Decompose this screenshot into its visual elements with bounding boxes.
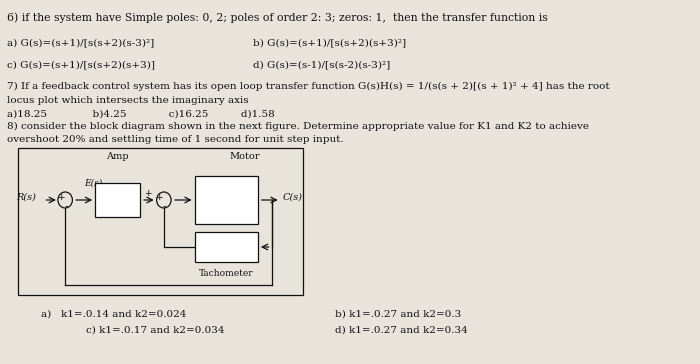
- Text: b) k1=.0.27 and k2=0.3: b) k1=.0.27 and k2=0.3: [335, 310, 461, 319]
- Text: c) k1=.0.17 and k2=0.034: c) k1=.0.17 and k2=0.034: [86, 326, 225, 335]
- Text: R(s): R(s): [16, 193, 36, 202]
- Text: Tachometer: Tachometer: [199, 269, 253, 278]
- Text: K₂s: K₂s: [217, 242, 236, 252]
- Text: a)18.25              b)4.25             c)16.25          d)1.58: a)18.25 b)4.25 c)16.25 d)1.58: [7, 110, 275, 119]
- Text: E(s): E(s): [84, 179, 102, 188]
- Text: -: -: [163, 201, 167, 211]
- Text: 25: 25: [220, 186, 233, 194]
- Bar: [95, 183, 140, 217]
- Text: 8) consider the block diagram shown in the next figure. Determine appropriate va: 8) consider the block diagram shown in t…: [7, 122, 589, 131]
- Text: Motor: Motor: [229, 152, 260, 161]
- Text: C(s): C(s): [282, 193, 302, 202]
- Text: -: -: [64, 201, 68, 211]
- Text: locus plot which intersects the imaginary axis: locus plot which intersects the imaginar…: [7, 96, 249, 105]
- Text: s(s + 1): s(s + 1): [209, 206, 244, 214]
- Text: +: +: [144, 190, 151, 198]
- Text: +: +: [57, 194, 64, 202]
- Text: +: +: [155, 194, 163, 202]
- Bar: [18, 148, 303, 295]
- Text: Amp: Amp: [106, 152, 129, 161]
- Bar: [195, 232, 258, 262]
- Bar: [195, 176, 258, 224]
- Text: overshoot 20% and settling time of 1 second for unit step input.: overshoot 20% and settling time of 1 sec…: [7, 135, 344, 144]
- Text: a) G(s)=(s+1)/[s(s+2)(s-3)²]: a) G(s)=(s+1)/[s(s+2)(s-3)²]: [7, 38, 155, 47]
- Text: K₁: K₁: [111, 194, 125, 206]
- Text: d) k1=.0.27 and k2=0.34: d) k1=.0.27 and k2=0.34: [335, 326, 468, 335]
- Text: d) G(s)=(s-1)/[s(s-2)(s-3)²]: d) G(s)=(s-1)/[s(s-2)(s-3)²]: [253, 60, 391, 69]
- Text: 6) if the system have Simple poles: 0, 2; poles of order 2: 3; zeros: 1,  then t: 6) if the system have Simple poles: 0, 2…: [7, 12, 548, 23]
- Text: c) G(s)=(s+1)/[s(s+2)(s+3)]: c) G(s)=(s+1)/[s(s+2)(s+3)]: [7, 60, 155, 69]
- Text: b) G(s)=(s+1)/[s(s+2)(s+3)²]: b) G(s)=(s+1)/[s(s+2)(s+3)²]: [253, 38, 407, 47]
- Text: a)   k1=.0.14 and k2=0.024: a) k1=.0.14 and k2=0.024: [41, 310, 186, 319]
- Text: 7) If a feedback control system has its open loop transfer function G(s)H(s) = 1: 7) If a feedback control system has its …: [7, 82, 610, 91]
